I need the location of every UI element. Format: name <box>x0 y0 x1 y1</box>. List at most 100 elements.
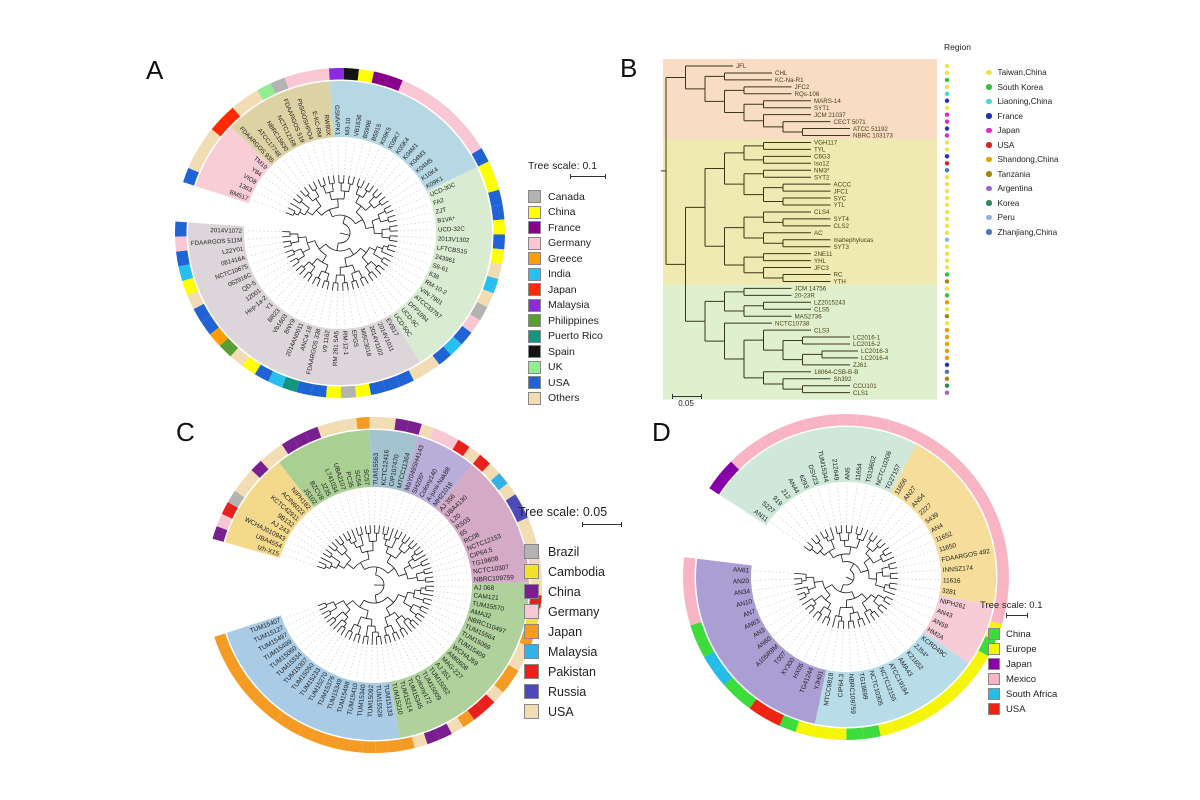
region-dot <box>944 300 950 305</box>
leaf-guide-line <box>376 646 379 681</box>
tree-branch <box>420 593 434 597</box>
panel-d-tree-scale: Tree scale: 0.1 <box>980 600 1042 618</box>
tree-branch <box>381 200 389 206</box>
tree-branch <box>411 553 416 557</box>
leaf-guide-line <box>268 271 295 295</box>
leaf-label: NM3* <box>814 167 830 174</box>
ring-segment <box>399 736 415 751</box>
ring-segment <box>244 90 264 108</box>
ring-segment <box>343 68 360 81</box>
tree-branch <box>337 564 345 569</box>
leaf-label: RW80X <box>322 114 331 136</box>
region-dot <box>944 154 950 159</box>
tree-branch <box>307 194 313 202</box>
tree-branch <box>385 546 389 554</box>
leaf-label: V9 1162 <box>322 329 332 353</box>
leaf-guide-line <box>255 191 287 208</box>
tree-branch <box>344 630 350 638</box>
ring-segment <box>182 277 198 296</box>
legend-swatch <box>524 664 539 679</box>
tree-branch <box>324 264 329 273</box>
leaf-guide-line <box>392 188 423 205</box>
ring-segment <box>286 718 304 736</box>
tree-branch <box>873 600 880 607</box>
ring-segment <box>418 423 435 439</box>
ring-segment <box>467 702 485 720</box>
ring-segment <box>505 494 523 512</box>
leaf-label: MAS2736 <box>795 313 823 320</box>
leaf-label: JCM 21037 <box>814 112 846 119</box>
ring-segment <box>795 721 815 737</box>
region-dot <box>944 223 950 229</box>
ring-segment <box>471 148 489 167</box>
tree-arc <box>325 243 350 252</box>
leaf-guide-line <box>359 144 373 177</box>
leaf-label: JFC2 <box>795 84 810 91</box>
ring-segment <box>411 86 430 105</box>
tree-branch <box>353 633 357 642</box>
tree-branch <box>819 531 825 539</box>
legend-item: Liaoning,China <box>986 97 1059 106</box>
tree-branch <box>423 567 432 571</box>
ring-segment <box>996 573 1009 591</box>
legend-swatch <box>524 544 539 559</box>
panel-a-tree-scale-label: Tree scale: 0.1 <box>528 160 598 172</box>
leaf-guide-line <box>378 161 402 188</box>
ring-segment <box>943 452 964 473</box>
tree-branch <box>417 579 426 582</box>
tree-branch <box>849 563 855 571</box>
ring-segment <box>275 711 293 729</box>
tree-branch <box>343 616 349 622</box>
leaf-guide-line <box>343 139 347 174</box>
leaf-label: ZJT <box>435 207 447 216</box>
legend-label: South Africa <box>1006 688 1058 700</box>
tree-branch <box>388 528 394 541</box>
ring-segment <box>175 236 188 252</box>
tree-branch <box>808 587 816 591</box>
leaf-label: Sh392 <box>834 376 852 383</box>
tree-branch <box>312 276 317 285</box>
ring-segment <box>930 442 952 462</box>
ring-segment <box>357 69 374 83</box>
ring-segment <box>221 502 238 519</box>
ring-segment <box>298 724 315 741</box>
tree-branch <box>355 527 359 536</box>
legend-dot <box>986 185 992 192</box>
tree-branch <box>368 196 375 203</box>
tree-branch <box>381 228 390 230</box>
tree-branch <box>882 556 895 563</box>
tree-branch <box>398 594 407 598</box>
tree-branch <box>856 539 861 549</box>
tree-branch <box>316 278 321 287</box>
leaf-label: YTL <box>834 202 846 209</box>
leaf-guide-line <box>433 556 466 568</box>
tree-branch <box>407 617 412 622</box>
tree-branch <box>877 594 885 599</box>
leaf-label: CCU101 <box>853 383 877 390</box>
tree-branch <box>840 584 844 593</box>
legend-item: Pakistan <box>524 664 605 679</box>
ring-segment <box>764 707 785 726</box>
leaf-guide-line <box>349 140 356 174</box>
leaf-guide-line <box>831 630 838 669</box>
tree-branch <box>387 596 394 603</box>
legend-swatch <box>528 283 541 296</box>
leaf-label: MARS-14 <box>814 98 841 105</box>
legend-label: Russia <box>548 684 587 699</box>
tree-branch <box>803 546 811 552</box>
tree-branch <box>356 178 360 187</box>
ring-segment <box>452 439 470 457</box>
tree-branch <box>311 258 318 265</box>
ring-segment <box>893 714 914 732</box>
leaf-guide-line <box>285 547 317 562</box>
country-sector <box>279 430 372 508</box>
legend-item: USA <box>528 376 603 389</box>
region-dot <box>944 383 950 388</box>
tree-branch <box>368 533 370 542</box>
country-sector <box>390 582 529 738</box>
region-dot <box>944 314 950 319</box>
tree-branch <box>876 538 882 545</box>
legend-item: China <box>988 628 1057 640</box>
leaf-guide-line <box>852 484 858 524</box>
leaf-guide-line <box>767 605 801 628</box>
